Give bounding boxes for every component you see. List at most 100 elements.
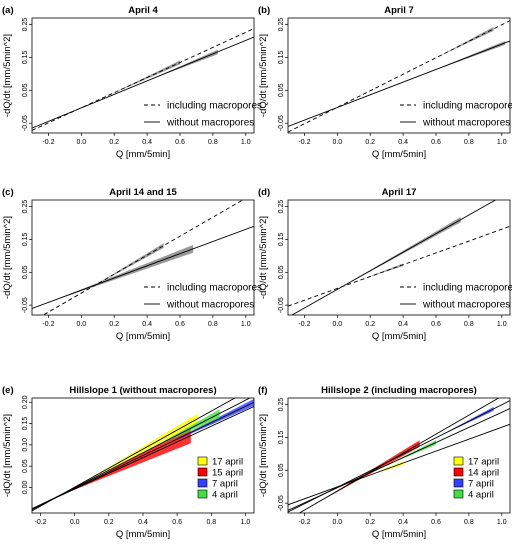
panel-c-ytick-label-2: 0.15: [22, 233, 29, 247]
panel-a-band-1: [147, 49, 218, 81]
panel-f-label: (f): [258, 385, 268, 396]
panel-e-xtick-label-3: 0.4: [138, 519, 148, 526]
panel-b-line-1: [288, 40, 510, 127]
panel-e-legend-label-3: 4 april: [212, 490, 238, 501]
panel-c-title: April 14 and 15: [109, 187, 177, 198]
panel-c-xtick-label-2: 0.2: [109, 321, 119, 328]
panel-d-legend-label-1: without macropores: [422, 300, 510, 311]
panel-f-ytick-label-0: -0.05: [278, 495, 285, 511]
panel-e-ylabel: -dQ/dt [mm/5min^2]: [2, 414, 13, 497]
panel-f-ytick-label-1: 0.05: [278, 463, 285, 477]
panel-d-xlabel: Q [mm/5min]: [372, 331, 426, 342]
panel-f-ytick-label-3: 0.25: [278, 398, 285, 412]
panel-b-ylabel: -dQ/dt [mm/5min^2]: [258, 34, 269, 117]
panel-b-ytick-label-1: 0.05: [278, 83, 285, 97]
panel-e-line-3: [32, 398, 251, 510]
panel-f-xtick-label-0: -0.2: [298, 519, 310, 526]
panel-a-legend-label-1: without macropores: [166, 118, 254, 129]
panel-d-xtick-label-0: -0.2: [298, 321, 310, 328]
panel-f-line-3: [288, 408, 510, 511]
panel-a-line-1: [32, 36, 254, 129]
panel-e-band-2: [160, 398, 254, 448]
panel-a-title: April 4: [128, 5, 158, 16]
panel-d-ytick-label-1: 0.05: [278, 265, 285, 279]
panel-d-xtick-label-5: 0.8: [464, 321, 474, 328]
panel-c-legend-label-0: including macropores: [167, 283, 262, 294]
panel-d-frame: [287, 199, 511, 316]
panel-e-legend-label-2: 7 april: [212, 479, 238, 490]
panel-b-label: (b): [258, 5, 270, 16]
panel-f-xlabel: Q [mm/5min]: [372, 529, 426, 540]
panel-e-legend-swatch-1: [197, 467, 208, 477]
panel-d-ytick-label-2: 0.15: [278, 233, 285, 247]
panel-e-legend-label-0: 17 april: [212, 457, 243, 468]
panel-a-xlabel: Q [mm/5min]: [116, 149, 170, 160]
panel-f-title: Hillslope 2 (including macropores): [321, 385, 477, 396]
panel-a-ylabel: -dQ/dt [mm/5min^2]: [2, 34, 13, 117]
panel-f-xtick-label-2: 0.2: [365, 519, 375, 526]
panel-f-band-0: [370, 461, 404, 475]
panel-c: -0.2 0.0 0.2 0.4 0.6 0.8 1.0 -0.05 0.05 0.15 0.25 (…: [2, 187, 262, 342]
panel-e-xtick-label-1: 0.0: [70, 519, 80, 526]
panel-e-legend-swatch-3: [197, 489, 208, 499]
panel-b-xtick-label-5: 0.8: [464, 139, 474, 146]
panel-e-xtick-label-0: -0.2: [35, 519, 47, 526]
panel-c-ylabel: -dQ/dt [mm/5min^2]: [2, 216, 13, 299]
panel-d-legend-label-0: including macropores: [423, 283, 512, 294]
panel-f-legend-label-3: 4 april: [468, 490, 494, 501]
panel-c-band-0: [89, 243, 164, 289]
panel-e-title: Hillslope 1 (without macropores): [69, 385, 216, 396]
panel-c-ytick-label-3: 0.25: [22, 200, 29, 214]
panel-e-ytick-label-4: 0.20: [22, 395, 29, 409]
panel-c-xtick-label-1: 0.0: [76, 321, 86, 328]
panel-b-xlabel: Q [mm/5min]: [372, 149, 426, 160]
panel-a-ytick-label-3: 0.25: [22, 18, 29, 32]
panel-e-ytick-label-1: 0.05: [22, 459, 29, 473]
panel-d-line-1: [291, 200, 497, 315]
panel-f-line-1: [298, 398, 500, 513]
panel-d-title: April 17: [382, 187, 417, 198]
panel-f-xtick-label-3: 0.4: [398, 519, 408, 526]
panel-b-xtick-label-3: 0.4: [398, 139, 408, 146]
panel-b-band-0: [436, 26, 494, 58]
panel-d-ytick-label-0: -0.05: [278, 297, 285, 313]
panel-e-xtick-label-6: 1.0: [241, 519, 251, 526]
panel-f-legend-swatch-1: [453, 467, 464, 477]
panel-e-line-1: [32, 406, 254, 510]
panel-a-line-0: [32, 28, 254, 131]
panel-f: -0.2 0.0 0.2 0.4 0.6 0.8 1.0 -0.05 0.05 0.15 0.25 (…: [258, 385, 511, 540]
panel-b-frame: [287, 17, 511, 134]
panel-d-ytick-label-3: 0.25: [278, 200, 285, 214]
panel-a-xtick-label-1: 0.0: [76, 139, 86, 146]
panel-a-xtick-label-2: 0.2: [109, 139, 119, 146]
panel-b-xtick-label-0: -0.2: [298, 139, 310, 146]
panel-c-band-1: [45, 244, 194, 304]
panel-b-xtick-label-2: 0.2: [365, 139, 375, 146]
panel-b-legend-label-1: without macropores: [422, 118, 510, 129]
panel-f-legend-swatch-2: [453, 478, 464, 488]
panel-b-ytick-label-0: -0.05: [278, 115, 285, 131]
panel-c-line-0: [42, 200, 244, 315]
panel-c-xtick-label-3: 0.4: [142, 321, 152, 328]
panel-c-xtick-label-6: 1.0: [241, 321, 251, 328]
panel-f-xtick-label-5: 0.8: [464, 519, 474, 526]
panel-d-band-1: [337, 217, 461, 290]
panel-e-legend-swatch-0: [197, 456, 208, 466]
panel-e-ytick-label-2: 0.10: [22, 438, 29, 452]
panel-b-xtick-label-1: 0.0: [332, 139, 342, 146]
panel-e-band-3: [151, 409, 220, 449]
panel-e-legend-swatch-2: [197, 478, 208, 488]
panel-d-xtick-label-2: 0.2: [365, 321, 375, 328]
panel-b-xtick-label-4: 0.6: [431, 139, 441, 146]
panel-f-band-2: [436, 406, 494, 438]
panel-c-ytick-label-0: -0.05: [22, 297, 29, 313]
panel-f-legend-label-2: 7 april: [468, 479, 494, 490]
panel-a-ytick-label-0: -0.05: [22, 115, 29, 131]
panel-f-xtick-label-4: 0.6: [431, 519, 441, 526]
panel-a-xtick-label-6: 1.0: [241, 139, 251, 146]
panel-a-ytick-label-2: 0.15: [22, 51, 29, 65]
panel-b-title: April 7: [384, 5, 414, 16]
panel-c-legend-label-1: without macropores: [166, 300, 254, 311]
panel-c-xtick-label-0: -0.2: [42, 321, 54, 328]
panel-d-band-0: [362, 263, 404, 280]
